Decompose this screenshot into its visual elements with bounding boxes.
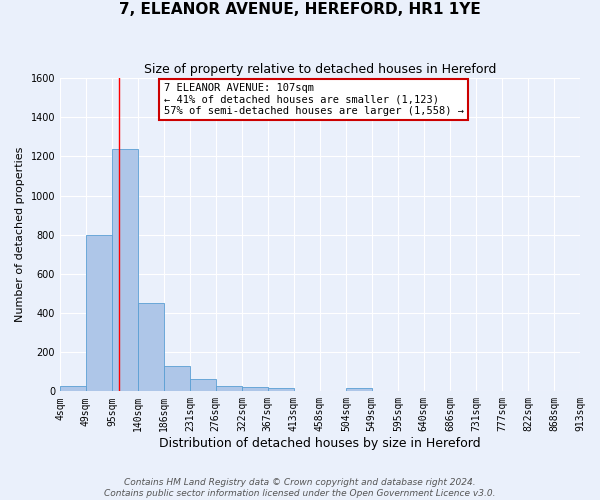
- Bar: [164, 366, 190, 392]
- X-axis label: Distribution of detached houses by size in Hereford: Distribution of detached houses by size …: [159, 437, 481, 450]
- Title: Size of property relative to detached houses in Hereford: Size of property relative to detached ho…: [144, 62, 496, 76]
- Y-axis label: Number of detached properties: Number of detached properties: [15, 147, 25, 322]
- Bar: [268, 388, 294, 392]
- Bar: [112, 148, 138, 392]
- Bar: [138, 303, 164, 392]
- Text: Contains HM Land Registry data © Crown copyright and database right 2024.
Contai: Contains HM Land Registry data © Crown c…: [104, 478, 496, 498]
- Bar: [215, 386, 242, 392]
- Bar: [86, 234, 112, 392]
- Text: 7, ELEANOR AVENUE, HEREFORD, HR1 1YE: 7, ELEANOR AVENUE, HEREFORD, HR1 1YE: [119, 2, 481, 18]
- Bar: [190, 378, 215, 392]
- Bar: [60, 386, 86, 392]
- Text: 7 ELEANOR AVENUE: 107sqm
← 41% of detached houses are smaller (1,123)
57% of sem: 7 ELEANOR AVENUE: 107sqm ← 41% of detach…: [164, 83, 464, 116]
- Bar: [242, 388, 268, 392]
- Bar: [346, 388, 372, 392]
